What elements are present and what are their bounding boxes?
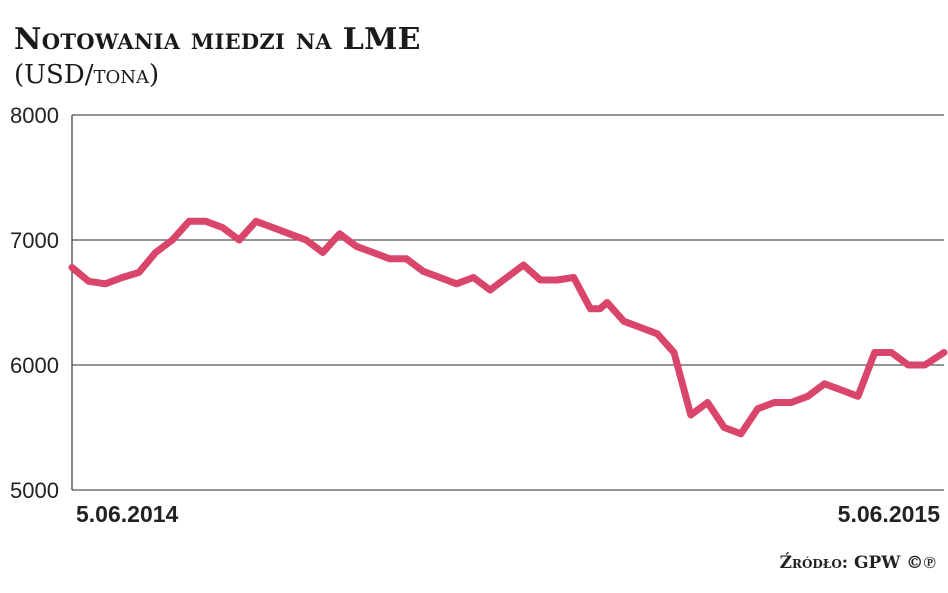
y-tick-label-5000: 5000 [10, 478, 59, 503]
x-tick-label-start: 5.06.2014 [76, 501, 179, 527]
y-tick-label-8000: 8000 [10, 103, 59, 128]
x-tick-labels: 5.06.2014 5.06.2015 [76, 501, 940, 527]
source-note: Źródło: GPW ©℗ [779, 553, 936, 573]
y-tick-label-6000: 6000 [10, 353, 59, 378]
series-line-copper-price [68, 217, 948, 438]
chart-title: Notowania miedzi na LME [14, 22, 421, 57]
y-tick-labels: 5000 6000 7000 8000 [10, 103, 59, 503]
y-tick-label-7000: 7000 [10, 228, 59, 253]
grid-lines [72, 114, 944, 491]
chart-subtitle: (USD/tona) [14, 60, 160, 90]
x-tick-label-end: 5.06.2015 [838, 501, 941, 527]
